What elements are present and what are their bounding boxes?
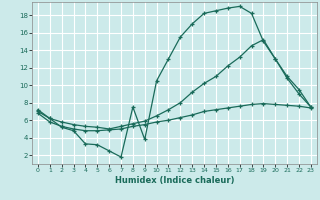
X-axis label: Humidex (Indice chaleur): Humidex (Indice chaleur) (115, 176, 234, 185)
